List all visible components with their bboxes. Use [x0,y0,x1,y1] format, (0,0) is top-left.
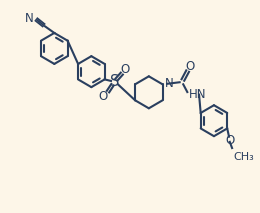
Text: N: N [25,12,33,25]
Text: O: O [121,63,130,76]
Text: N: N [165,77,173,90]
Text: CH₃: CH₃ [234,152,255,162]
Text: HN: HN [189,88,207,101]
Text: O: O [185,60,194,73]
Text: S: S [110,75,119,89]
Text: O: O [99,91,108,104]
Text: O: O [225,134,235,147]
